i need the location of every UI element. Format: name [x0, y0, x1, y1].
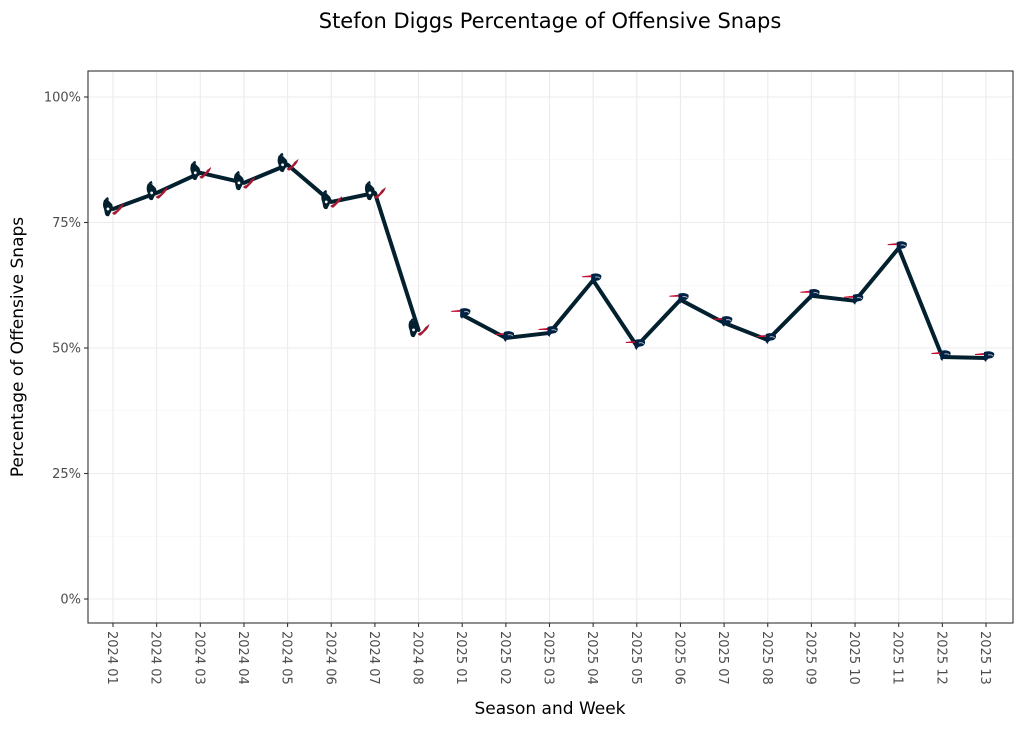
texans-logo-icon	[277, 152, 299, 173]
x-tick-label: 2025 07	[715, 631, 730, 685]
patriots-logo-icon	[494, 331, 515, 342]
x-axis: 2024 01 2024 02 2024 03 2024 04 2024 05 2024 …	[104, 623, 992, 685]
patriots-logo-icon	[800, 288, 820, 300]
panel-border	[87, 70, 1014, 624]
x-tick-label: 2025 08	[759, 631, 774, 685]
patriots-logo-icon	[756, 333, 776, 344]
x-tick-label: 2025 13	[977, 631, 992, 685]
patriots-logo-icon	[625, 339, 646, 350]
x-tick-label: 2024 08	[410, 631, 425, 685]
x-tick-label: 2024 01	[104, 631, 119, 685]
texans-logo-icon	[321, 189, 343, 210]
patriots-logo-icon	[887, 241, 907, 253]
chart-title: Stefon Diggs Percentage of Offensive Sna…	[319, 9, 782, 33]
series-ne-2025	[451, 241, 995, 363]
y-tick-label: 50%	[52, 342, 81, 357]
grid	[88, 71, 1013, 623]
y-tick-label: 25%	[52, 467, 81, 482]
x-tick-label: 2024 02	[148, 631, 163, 685]
patriots-logo-icon	[582, 273, 602, 285]
series-hou-2024	[103, 152, 430, 338]
patriots-logo-icon	[451, 308, 471, 319]
patriots-logo-icon	[538, 326, 558, 337]
x-tick-label: 2025 02	[497, 631, 512, 685]
patriots-logo-icon	[713, 316, 733, 327]
texans-logo-icon	[190, 160, 212, 181]
texans-logo-icon	[146, 180, 168, 201]
x-tick-label: 2025 01	[453, 631, 468, 685]
y-tick-label: 100%	[44, 91, 81, 106]
y-axis-title: Percentage of Offensive Snaps	[8, 217, 28, 477]
x-tick-label: 2024 05	[279, 631, 294, 685]
patriots-logo-icon	[975, 351, 995, 363]
x-axis-title: Season and Week	[474, 699, 625, 719]
y-axis: 0% 25% 50% 75% 100%	[44, 91, 88, 608]
x-tick-label: 2025 11	[890, 631, 905, 685]
x-tick-label: 2025 06	[671, 631, 686, 685]
x-tick-label: 2025 09	[802, 631, 817, 685]
texans-logo-icon	[408, 317, 430, 338]
texans-logo-icon	[233, 170, 255, 191]
x-tick-label: 2025 12	[933, 631, 948, 685]
series-layer	[103, 152, 995, 363]
texans-logo-icon	[103, 196, 124, 217]
x-tick-label: 2024 07	[366, 631, 381, 685]
y-tick-label: 0%	[60, 593, 81, 608]
y-tick-label: 75%	[52, 216, 81, 231]
patriots-logo-icon	[844, 294, 864, 305]
x-tick-label: 2025 03	[541, 631, 556, 685]
x-tick-label: 2025 10	[846, 631, 861, 685]
x-tick-label: 2024 04	[235, 631, 250, 685]
x-tick-label: 2024 06	[322, 631, 337, 685]
x-tick-label: 2025 05	[628, 631, 643, 685]
patriots-logo-icon	[931, 350, 951, 362]
x-tick-label: 2025 04	[584, 631, 599, 685]
x-tick-label: 2024 03	[191, 631, 206, 685]
texans-logo-icon	[364, 180, 386, 201]
patriots-logo-icon	[669, 293, 689, 304]
